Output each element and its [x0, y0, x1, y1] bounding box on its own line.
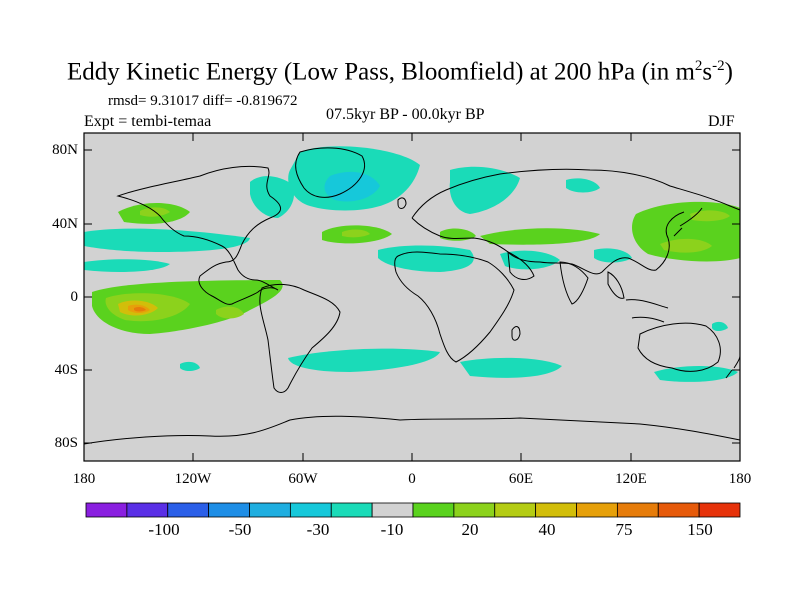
colorbar	[85, 502, 741, 518]
field-mid-atlantic-core	[342, 229, 370, 238]
x-label-60e: 60E	[508, 471, 534, 487]
field-sh-atlantic	[288, 348, 440, 372]
field-india-neg	[594, 248, 632, 263]
y-label-80n: 80N	[52, 142, 78, 158]
y-label-40s: 40S	[54, 362, 78, 378]
colorbar-swatch	[576, 502, 618, 518]
cb-label-2: -50	[228, 520, 252, 539]
x-label-180w: 180	[72, 471, 96, 487]
colorbar-swatch	[616, 502, 659, 518]
colorbar-swatch	[453, 502, 496, 518]
field-japan-core	[660, 238, 712, 253]
x-label-120e: 120E	[615, 471, 647, 487]
field-asia-neg	[378, 245, 474, 272]
x-label-180e: 180	[728, 471, 752, 487]
stats-text: rmsd= 9.31017 diff= -0.819672	[108, 93, 298, 109]
colorbar-swatch	[412, 502, 455, 518]
field-n-pacific-neg	[84, 228, 250, 252]
coast-antarctica	[83, 415, 741, 445]
coast-south-america	[259, 283, 341, 393]
field-sh-africa	[460, 357, 562, 378]
colorbar-swatch	[371, 502, 414, 518]
y-label-80s: 80S	[54, 435, 78, 451]
cb-label-5: 20	[461, 520, 479, 539]
field-eurasia-n	[449, 166, 520, 214]
field-trop-pacific-neg	[84, 259, 170, 272]
cb-label-4: -10	[380, 520, 404, 539]
cb-label-3: -30	[306, 520, 330, 539]
cb-label-6: 40	[538, 520, 556, 539]
y-label-0: 0	[70, 289, 79, 305]
coast-india	[559, 261, 589, 305]
chart-title: Eddy Kinetic Energy (Low Pass, Bloomfiel…	[67, 58, 733, 86]
colorbar-swatch	[249, 502, 291, 518]
colorbar-swatch	[85, 502, 128, 518]
field-japan-core2	[690, 210, 730, 222]
coast-madagascar	[511, 326, 521, 341]
x-label-60w: 60W	[288, 471, 318, 487]
coast-japan	[673, 207, 703, 237]
field-sh-indian	[712, 321, 728, 331]
season-label: DJF	[708, 113, 735, 130]
coast-africa	[394, 251, 515, 363]
x-label-120w: 120W	[174, 471, 212, 487]
experiment-label: Expt = tembi-temaa	[84, 113, 212, 130]
coast-uk	[397, 197, 407, 209]
cb-label-8: 150	[687, 520, 713, 539]
coast-australia	[637, 322, 721, 372]
colorbar-swatch	[126, 502, 169, 518]
colorbar-swatch	[289, 502, 332, 518]
coast-se-asia	[607, 271, 669, 323]
coast-north-america	[116, 165, 281, 305]
colorbar-swatch	[167, 502, 210, 518]
field-asia-pos	[480, 228, 600, 245]
colorbar-swatch	[535, 502, 577, 518]
coast-greenland	[295, 147, 365, 198]
field-trop-pacific-4	[134, 306, 146, 312]
cb-label-7: 75	[615, 520, 633, 539]
colorbar-swatch	[330, 502, 373, 518]
colorbar-swatch	[208, 502, 250, 518]
colorbar-swatch	[698, 502, 741, 518]
cb-label-1: -100	[148, 520, 180, 539]
anomaly-fields	[84, 146, 740, 382]
field-siberia-small	[566, 178, 600, 193]
field-sh-pacific	[180, 361, 200, 371]
coastlines	[83, 147, 741, 445]
period-label: 07.5kyr BP - 00.0kyr BP	[326, 106, 485, 123]
colorbar-swatch	[494, 502, 537, 518]
field-enso-small	[216, 306, 244, 319]
axis-ticks	[84, 133, 740, 461]
y-label-40n: 40N	[52, 216, 78, 232]
colorbar-swatch	[657, 502, 700, 518]
coast-arabia	[507, 251, 535, 280]
x-label-0: 0	[408, 471, 416, 487]
field-sh-australia	[654, 366, 738, 382]
